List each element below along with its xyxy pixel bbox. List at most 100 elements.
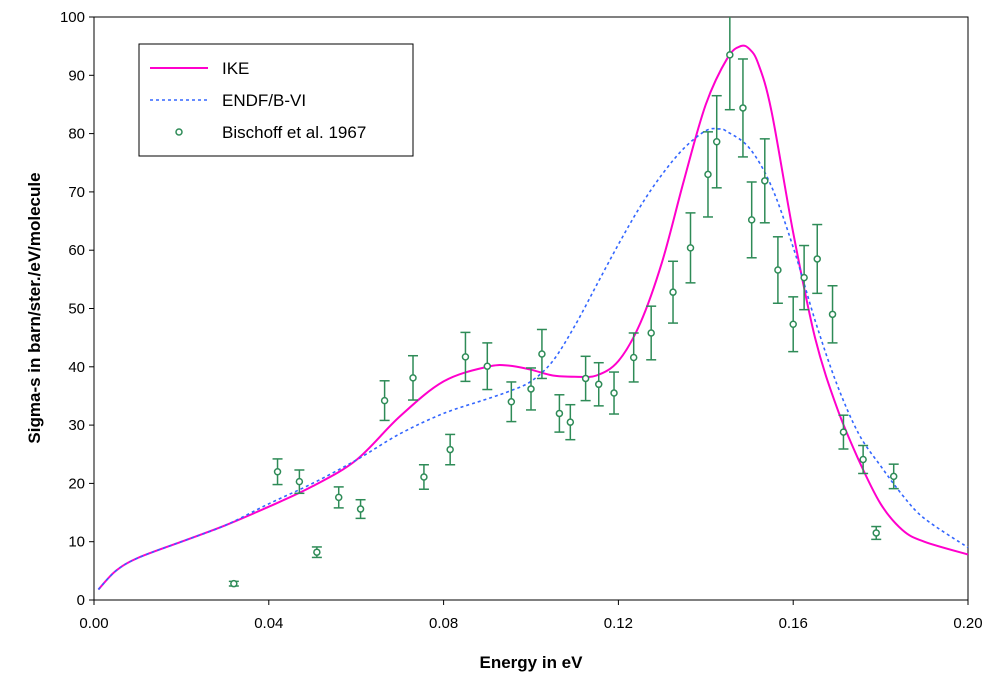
data-marker (538, 350, 546, 358)
data-point (418, 463, 429, 490)
data-marker (761, 177, 769, 185)
data-marker (380, 396, 389, 405)
legend-label-endf: ENDF/B-VI (222, 91, 306, 110)
data-point (711, 94, 722, 189)
data-marker (647, 329, 655, 337)
legend-marker-bischoff (175, 128, 183, 136)
data-marker (555, 409, 564, 418)
data-point (536, 328, 547, 380)
data-marker (313, 548, 321, 556)
y-tick-label: 50 (68, 301, 85, 318)
data-point (646, 305, 657, 361)
data-point (871, 525, 882, 541)
x-tick-label: 0.12 (604, 615, 633, 632)
data-points (228, 17, 899, 588)
y-tick-label: 0 (77, 592, 85, 609)
y-tick-label: 10 (68, 534, 85, 551)
series-line-endf (97, 127, 969, 591)
y-tick-label: 60 (68, 242, 85, 259)
data-marker (230, 579, 238, 588)
data-point (702, 131, 713, 218)
y-tick-label: 100 (60, 9, 85, 26)
data-marker (527, 385, 535, 393)
data-marker (828, 310, 837, 319)
data-point (746, 181, 757, 259)
y-tick-label: 30 (68, 417, 85, 434)
data-point (526, 367, 536, 411)
y-tick-label: 90 (68, 67, 85, 84)
x-tick-label: 0.20 (953, 615, 982, 632)
data-point (838, 414, 849, 450)
data-marker (889, 472, 898, 481)
x-axis: 0.00 0.04 0.08 0.12 0.16 0.20 (79, 600, 983, 632)
data-point (506, 381, 517, 423)
data-marker (446, 445, 454, 454)
data-point (445, 433, 456, 466)
data-marker (712, 138, 721, 146)
data-point (311, 546, 322, 559)
data-marker (686, 244, 695, 252)
data-marker (581, 374, 590, 383)
data-point (799, 244, 810, 311)
data-marker (774, 266, 782, 274)
data-marker (566, 418, 575, 426)
data-marker (872, 529, 880, 537)
data-marker (739, 104, 747, 112)
data-point (888, 463, 899, 490)
data-point (827, 285, 838, 344)
y-axis-title: Sigma-s in barn/ster./eV/molecule (25, 172, 44, 443)
data-marker (747, 216, 756, 224)
data-point (685, 212, 696, 284)
data-point (565, 403, 576, 441)
data-marker (483, 362, 492, 370)
y-tick-label: 80 (68, 126, 85, 143)
legend: IKE ENDF/B-VI Bischoff et al. 1967 (138, 43, 414, 157)
data-marker (629, 353, 638, 362)
data-marker (334, 493, 343, 502)
data-marker (704, 170, 712, 179)
legend-label-bischoff: Bischoff et al. 1967 (222, 123, 366, 142)
data-point (580, 355, 591, 402)
data-point (355, 498, 366, 520)
data-marker (789, 320, 797, 328)
data-point (737, 58, 748, 158)
data-point (668, 260, 679, 324)
data-point (228, 579, 239, 588)
y-tick-label: 40 (68, 359, 85, 376)
data-point (408, 354, 419, 401)
data-point (333, 486, 344, 509)
data-marker (800, 273, 808, 282)
data-marker (813, 255, 821, 263)
legend-label-ike: IKE (222, 59, 249, 78)
data-marker (507, 398, 516, 406)
data-point (294, 469, 305, 495)
data-point (482, 342, 493, 391)
series-line-ike (97, 44, 969, 591)
y-tick-label: 20 (68, 475, 85, 492)
x-tick-label: 0.00 (79, 615, 108, 632)
data-marker (409, 374, 417, 382)
data-marker (356, 505, 365, 513)
data-marker (273, 467, 282, 476)
data-point (460, 331, 471, 383)
data-point (628, 332, 639, 383)
y-axis: 0 10 20 30 40 50 60 70 80 90 100 (60, 9, 94, 609)
data-marker (295, 477, 304, 486)
data-marker (726, 51, 734, 59)
legend-box (138, 43, 414, 157)
data-marker (610, 389, 618, 397)
data-point (724, 17, 735, 111)
data-point (609, 371, 620, 415)
data-point (759, 138, 770, 224)
series-lines (97, 44, 969, 591)
data-marker (420, 473, 428, 481)
data-point (812, 223, 823, 295)
data-point (379, 380, 390, 422)
data-marker (594, 380, 603, 389)
x-tick-label: 0.16 (779, 615, 808, 632)
x-tick-label: 0.04 (254, 615, 283, 632)
data-point (593, 361, 604, 407)
data-marker (461, 353, 470, 361)
data-point (554, 394, 565, 433)
